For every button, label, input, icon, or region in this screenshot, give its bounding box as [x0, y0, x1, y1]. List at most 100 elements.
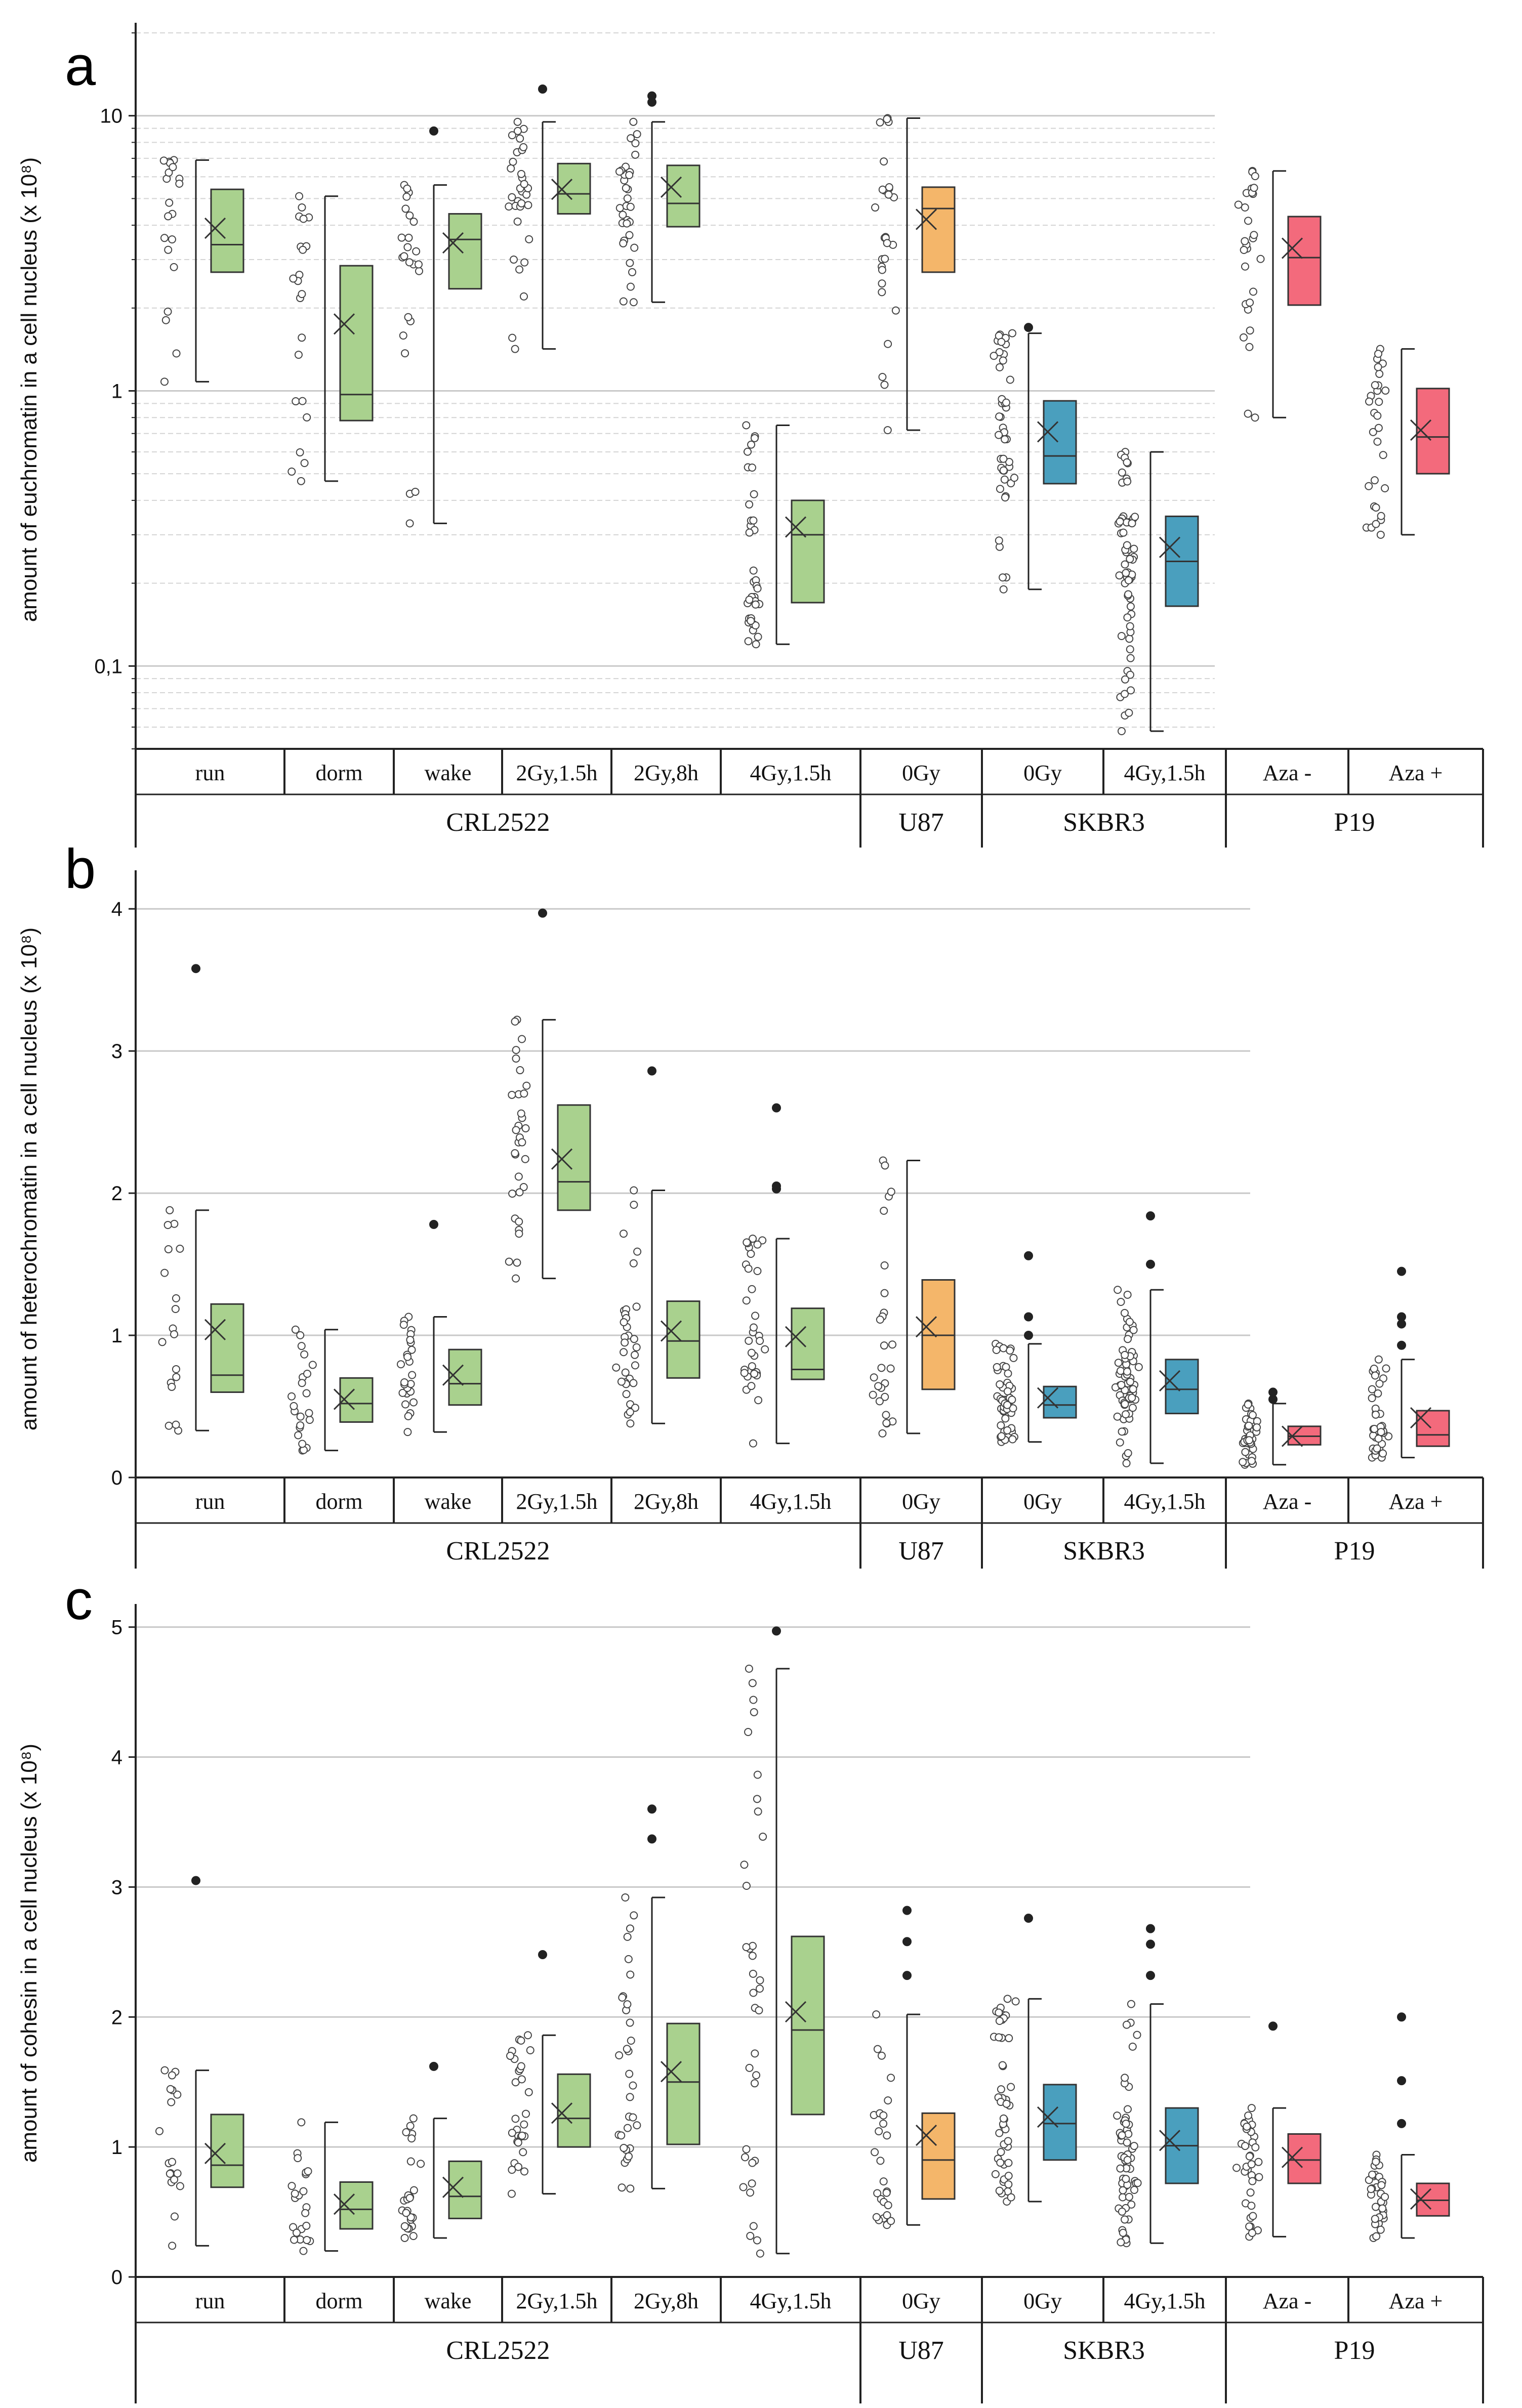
box-body: [666, 164, 701, 228]
data-point: [1007, 2193, 1015, 2202]
data-point: [886, 1364, 895, 1373]
outlier-point: [772, 1181, 781, 1191]
data-point: [632, 1302, 641, 1311]
data-point: [1118, 468, 1126, 477]
data-point: [173, 2169, 182, 2178]
data-point: [746, 2231, 755, 2240]
data-point: [745, 2063, 754, 2072]
data-point: [761, 1345, 769, 1354]
data-point: [168, 1382, 176, 1391]
data-point: [749, 1969, 757, 1978]
data-point: [884, 2096, 892, 2105]
data-point: [891, 306, 900, 315]
mean-marker: [1159, 536, 1181, 558]
box-body: [448, 1348, 482, 1406]
outlier-point: [429, 2061, 438, 2071]
data-point: [516, 1066, 524, 1075]
data-point: [164, 1421, 173, 1430]
data-point: [302, 1389, 311, 1398]
data-point: [748, 1952, 757, 1960]
data-point: [1122, 1459, 1131, 1467]
data-point: [747, 440, 756, 449]
data-point: [1119, 528, 1128, 537]
data-point: [409, 2232, 418, 2241]
data-point: [1003, 1387, 1012, 1396]
category-label: Aza +: [1389, 761, 1443, 785]
box-body: [557, 2073, 591, 2148]
data-point: [887, 2217, 895, 2225]
data-point: [1123, 2105, 1132, 2114]
y-tick-label: 3: [111, 1040, 122, 1063]
data-point: [871, 203, 880, 212]
data-point: [1011, 1997, 1020, 2006]
data-point: [517, 2036, 525, 2045]
data-point: [873, 2189, 882, 2198]
data-point: [1246, 2188, 1255, 2197]
data-point: [878, 185, 887, 194]
data-point: [520, 258, 529, 267]
data-point: [995, 2129, 1004, 2137]
data-point: [172, 1420, 180, 1429]
data-point: [746, 2188, 755, 2197]
data-point: [520, 180, 528, 188]
y-tick-label: 1: [111, 2136, 122, 2159]
data-point: [1369, 428, 1377, 436]
data-point: [1120, 1308, 1129, 1317]
outlier-point: [1397, 2119, 1406, 2128]
data-point: [1248, 2177, 1257, 2185]
data-point: [742, 1881, 751, 1890]
box-body: [1287, 216, 1322, 306]
box-body: [791, 1935, 825, 2116]
data-point: [623, 194, 632, 203]
group-label: P19: [1334, 2336, 1375, 2365]
y-tick-label: 4: [111, 898, 122, 920]
box-body: [791, 1307, 825, 1380]
data-point: [617, 1377, 626, 1386]
data-point: [1004, 2180, 1013, 2189]
box-series-0: [155, 1876, 244, 2250]
data-point: [1001, 1414, 1010, 1423]
data-point: [1003, 1995, 1012, 2003]
data-point: [1368, 2170, 1377, 2179]
panel-b: b 0 1 2 3 4 amount of heterochromatin in a ce…: [17, 838, 1484, 1569]
data-point: [1117, 632, 1126, 641]
data-point: [515, 265, 524, 274]
data-point: [172, 1365, 180, 1373]
data-point: [1126, 645, 1134, 654]
data-point: [1243, 2122, 1251, 2131]
data-point: [1249, 2212, 1257, 2220]
data-point: [1121, 560, 1129, 569]
data-point: [417, 2160, 425, 2168]
box-series-3: [505, 908, 591, 1283]
y-tick-label: 0: [111, 2266, 122, 2289]
data-point: [879, 2177, 888, 2186]
data-point: [409, 2186, 418, 2194]
data-point: [298, 333, 306, 342]
data-point: [296, 1412, 305, 1421]
data-point: [1116, 2164, 1125, 2173]
mean-marker: [204, 2142, 226, 2165]
category-label: run: [195, 1489, 225, 1514]
data-point: [1121, 690, 1129, 698]
data-point: [631, 139, 640, 148]
data-point: [1123, 2138, 1131, 2147]
data-point: [401, 204, 410, 213]
data-point: [1368, 1394, 1376, 1403]
data-point: [748, 1679, 757, 1687]
data-point: [755, 1984, 764, 1993]
group-label: P19: [1334, 1537, 1375, 1566]
data-point: [1122, 2120, 1130, 2128]
data-point: [749, 1235, 757, 1243]
data-point: [507, 164, 515, 173]
data-point: [523, 2031, 532, 2040]
data-point: [1128, 1393, 1136, 1402]
data-point: [739, 2183, 748, 2191]
data-point: [750, 434, 759, 442]
data-point: [744, 1264, 753, 1273]
box-series-1: [287, 1325, 374, 1455]
data-point: [299, 215, 308, 223]
data-point: [1129, 1326, 1138, 1334]
data-point: [511, 1149, 519, 1158]
data-point: [296, 1331, 305, 1339]
mean-marker: [660, 1320, 682, 1342]
